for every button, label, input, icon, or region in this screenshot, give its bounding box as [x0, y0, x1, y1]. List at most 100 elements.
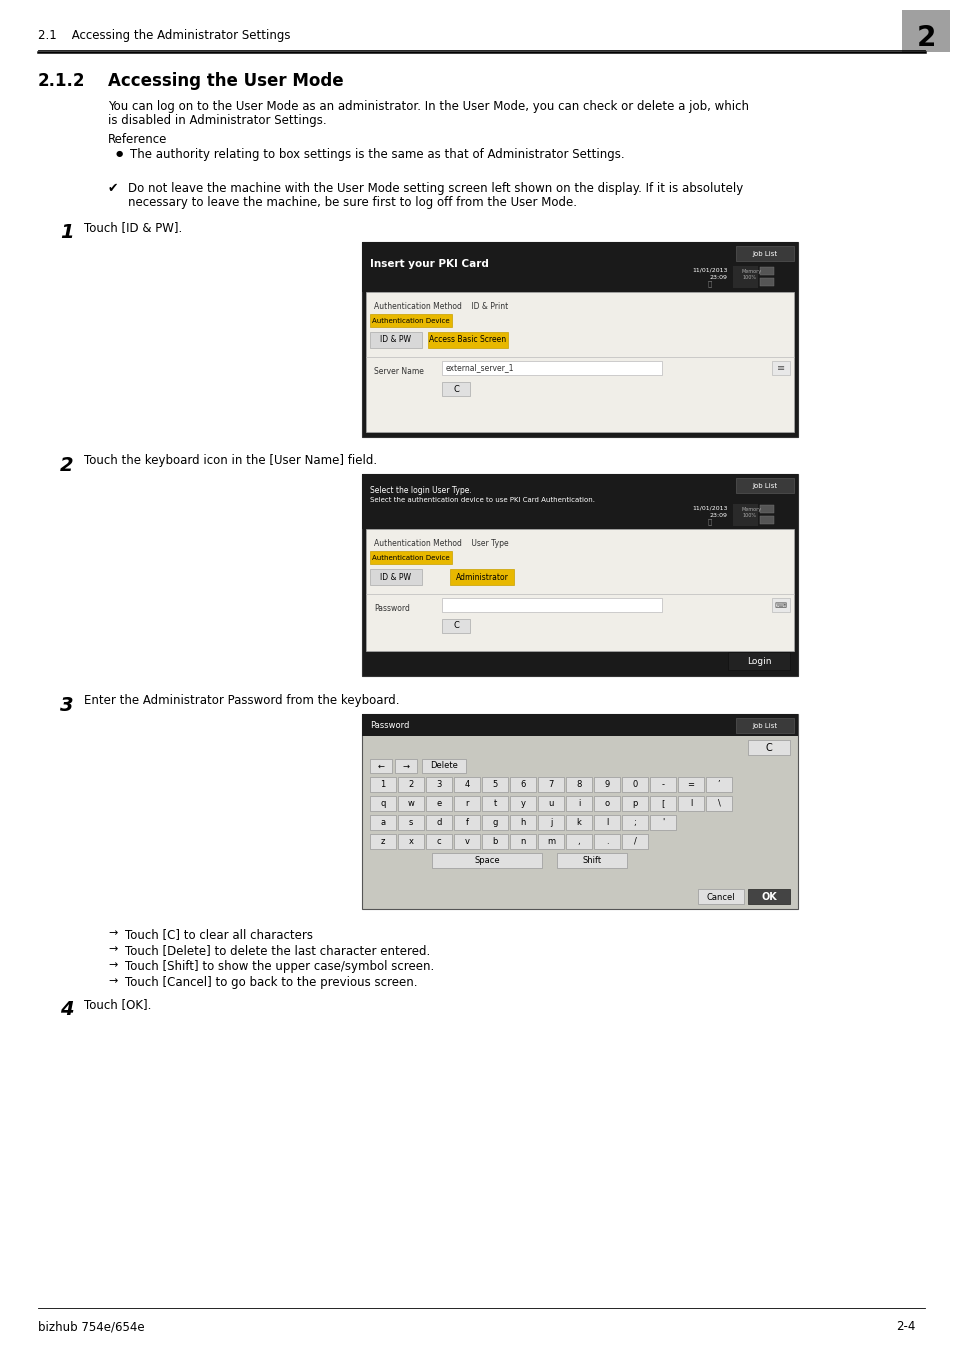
- Text: .: .: [605, 837, 608, 846]
- Text: 4: 4: [60, 1000, 73, 1019]
- Bar: [481, 815, 507, 830]
- Text: 23:09: 23:09: [709, 275, 727, 279]
- Bar: [698, 890, 743, 905]
- Bar: [735, 246, 793, 261]
- Text: Authentication Method    User Type: Authentication Method User Type: [374, 539, 508, 548]
- Bar: [735, 478, 793, 493]
- Text: 9: 9: [604, 780, 609, 788]
- Text: u: u: [548, 799, 553, 809]
- Bar: [370, 332, 421, 348]
- Text: Touch [OK].: Touch [OK].: [84, 998, 152, 1011]
- Bar: [678, 778, 703, 792]
- Text: Authentication Method    ID & Print: Authentication Method ID & Print: [374, 302, 508, 311]
- Bar: [649, 815, 676, 830]
- Bar: [621, 834, 647, 849]
- Text: b: b: [492, 837, 497, 846]
- Text: l: l: [689, 799, 692, 809]
- Bar: [594, 796, 619, 811]
- Text: =: =: [687, 780, 694, 788]
- Bar: [510, 778, 536, 792]
- Text: Cancel: Cancel: [706, 892, 735, 902]
- Text: Insert your PKI Card: Insert your PKI Card: [370, 259, 488, 269]
- Bar: [397, 778, 423, 792]
- Text: ,: ,: [578, 837, 579, 846]
- Text: →: →: [108, 976, 117, 986]
- Text: 0: 0: [632, 780, 637, 788]
- Text: 3: 3: [60, 697, 73, 716]
- Text: 2.1    Accessing the Administrator Settings: 2.1 Accessing the Administrator Settings: [38, 28, 291, 42]
- Bar: [760, 278, 773, 286]
- Text: →: →: [108, 944, 117, 954]
- Bar: [370, 315, 452, 327]
- Text: ’: ’: [717, 780, 720, 788]
- Text: →: →: [108, 927, 117, 938]
- Text: o: o: [604, 799, 609, 809]
- Bar: [370, 834, 395, 849]
- Bar: [760, 267, 773, 275]
- Bar: [370, 568, 421, 585]
- Text: 2: 2: [915, 24, 935, 53]
- Bar: [370, 815, 395, 830]
- Text: Touch [Delete] to delete the last character entered.: Touch [Delete] to delete the last charac…: [125, 944, 430, 957]
- Text: ID & PW: ID & PW: [380, 572, 411, 582]
- Text: Enter the Administrator Password from the keyboard.: Enter the Administrator Password from th…: [84, 694, 399, 707]
- Bar: [397, 796, 423, 811]
- Bar: [510, 834, 536, 849]
- Bar: [565, 796, 592, 811]
- Text: 4: 4: [464, 780, 469, 788]
- Bar: [426, 834, 452, 849]
- Text: k: k: [576, 818, 580, 828]
- Text: ✔: ✔: [108, 182, 118, 194]
- Bar: [510, 796, 536, 811]
- Text: c: c: [436, 837, 441, 846]
- Bar: [649, 796, 676, 811]
- Bar: [441, 620, 470, 633]
- Text: ●: ●: [116, 148, 123, 158]
- Bar: [426, 796, 452, 811]
- Text: Space: Space: [474, 856, 499, 865]
- Text: ': ': [661, 818, 663, 828]
- Bar: [370, 759, 392, 774]
- Bar: [705, 778, 731, 792]
- Text: 11/01/2013: 11/01/2013: [692, 269, 727, 273]
- Text: 7: 7: [548, 780, 553, 788]
- Bar: [441, 360, 661, 375]
- Text: Memory: Memory: [741, 269, 761, 274]
- Bar: [361, 242, 797, 292]
- Text: Password: Password: [374, 603, 410, 613]
- Bar: [732, 266, 758, 288]
- Bar: [421, 759, 465, 774]
- Text: Job List: Job List: [752, 483, 777, 489]
- Text: f: f: [465, 818, 468, 828]
- Bar: [537, 834, 563, 849]
- Text: 2.1.2: 2.1.2: [38, 72, 86, 90]
- Text: Job List: Job List: [752, 251, 777, 256]
- Bar: [397, 815, 423, 830]
- Text: Select the authentication device to use PKI Card Authentication.: Select the authentication device to use …: [370, 497, 595, 504]
- Bar: [537, 796, 563, 811]
- Bar: [397, 834, 423, 849]
- Bar: [594, 815, 619, 830]
- Bar: [450, 568, 514, 585]
- Text: C: C: [453, 621, 458, 630]
- Text: l: l: [605, 818, 608, 828]
- Bar: [747, 890, 789, 905]
- Text: Memory: Memory: [741, 508, 761, 512]
- Bar: [370, 778, 395, 792]
- Text: 23:09: 23:09: [709, 513, 727, 518]
- Text: →: →: [402, 761, 409, 771]
- Bar: [901, 9, 949, 53]
- Bar: [428, 332, 507, 348]
- Text: Touch [Shift] to show the upper case/symbol screen.: Touch [Shift] to show the upper case/sym…: [125, 960, 434, 973]
- Bar: [366, 529, 793, 651]
- Bar: [727, 652, 789, 670]
- Text: ≡: ≡: [776, 363, 784, 373]
- Bar: [735, 718, 793, 733]
- Bar: [481, 834, 507, 849]
- Text: 2: 2: [60, 456, 73, 475]
- Text: ID & PW: ID & PW: [380, 336, 411, 344]
- Text: ⌨: ⌨: [774, 601, 786, 609]
- Bar: [565, 834, 592, 849]
- Bar: [594, 834, 619, 849]
- Bar: [361, 714, 797, 909]
